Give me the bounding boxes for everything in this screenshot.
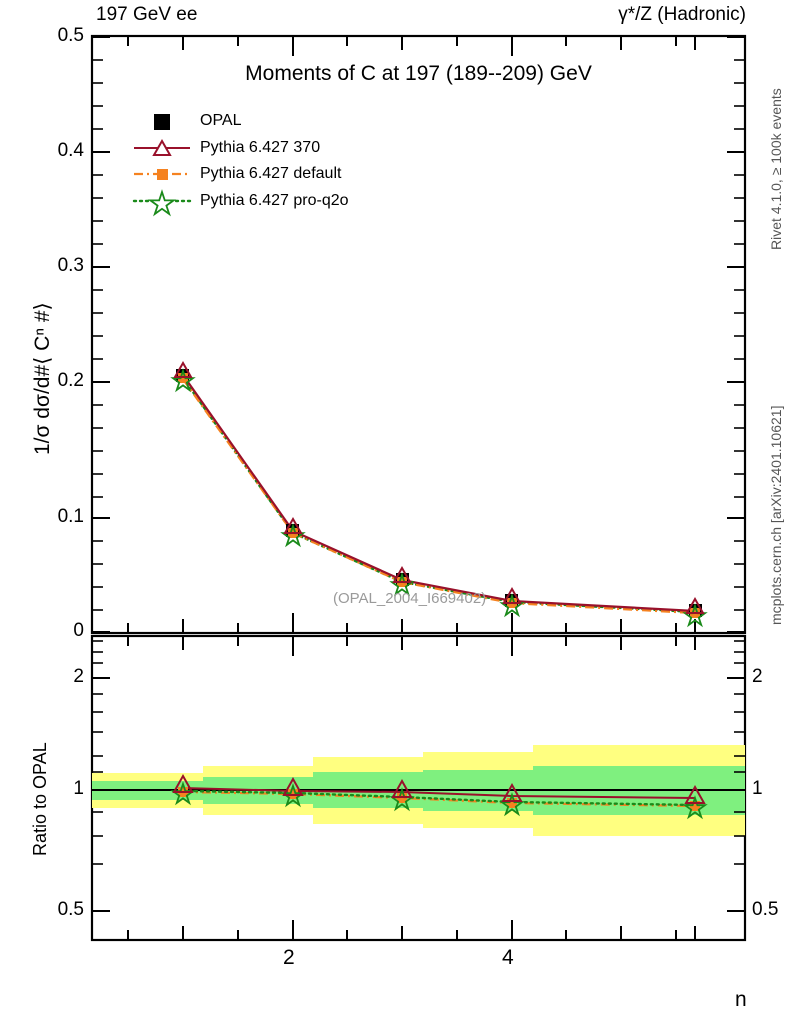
main-yaxis-title: 1/σ dσ/d#⟨ Cⁿ #⟩: [31, 302, 54, 455]
main-ytick-2: 0.3: [57, 255, 84, 276]
main-ytick-3: 0.2: [57, 370, 84, 391]
legend-label-opal[interactable]: OPAL: [200, 112, 242, 129]
side-label-rivet: Rivet 4.1.0, ≥ 100k events: [768, 88, 784, 250]
main-ytick-0: 0.5: [57, 25, 84, 46]
plot-title: Moments of C at 197 (189--209) GeV: [245, 62, 592, 85]
xtick-2: 2: [283, 946, 295, 969]
ratio-ytick-right-1: 1: [752, 778, 763, 799]
series-markers-370: [173, 360, 705, 614]
main-yaxis-right-minor-ticks: [734, 59, 745, 611]
legend-marker-370: [152, 138, 172, 156]
ratio-markers-370: [172, 773, 706, 804]
main-ytick-1: 0.4: [57, 140, 84, 161]
main-panel-frame: [90, 34, 747, 635]
main-series-group: [170, 360, 708, 628]
ratio-yaxis-title: Ratio to OPAL: [30, 742, 50, 856]
ratio-ytick-0: 2: [73, 666, 84, 687]
series-line-default: [182, 378, 696, 615]
legend-marker-opal: [154, 114, 170, 130]
main-ytick-4: 0.1: [57, 506, 84, 527]
side-label-mcplots: mcplots.cern.ch [arXiv:2401.10621]: [768, 405, 784, 625]
ratio-ytick-2: 0.5: [57, 899, 84, 920]
main-xaxis-ticks: [127, 36, 696, 633]
xaxis-title: n: [735, 988, 747, 1011]
ratio-yaxis-major-ticks: [92, 677, 110, 912]
xtick-4: 4: [502, 946, 514, 969]
legend-marker-proq2o: [147, 189, 177, 217]
legend-label-proq2o[interactable]: Pythia 6.427 pro-q2o: [200, 192, 349, 209]
series-markers-default: [178, 373, 700, 618]
main-yaxis-minor-ticks: [92, 59, 103, 611]
legend-markers: [132, 114, 192, 217]
series-markers-opal: [176, 369, 702, 617]
ratio-ytick-right-0: 2: [752, 666, 763, 687]
main-yaxis-major-ticks: [92, 36, 110, 633]
ratio-ytick-1: 1: [73, 778, 84, 799]
series-line-370: [182, 374, 696, 613]
ratio-yaxis-right-minor-ticks: [734, 640, 745, 865]
ratio-xaxis-ticks: [127, 636, 696, 940]
legend-marker-default: [157, 169, 168, 180]
ratio-yaxis-minor-ticks: [92, 640, 103, 865]
header-right-label: γ*/Z (Hadronic): [618, 4, 746, 25]
ratio-yaxis-right-major-ticks: [727, 677, 745, 912]
main-yaxis-right-major-ticks: [727, 36, 745, 633]
header-left-label: 197 GeV ee: [96, 4, 198, 25]
series-line-proq2o: [181, 376, 697, 614]
ratio-ytick-right-2: 0.5: [752, 899, 779, 920]
legend-label-370[interactable]: Pythia 6.427 370: [200, 139, 321, 156]
analysis-watermark: (OPAL_2004_I669402): [333, 590, 487, 607]
main-ytick-5: 0: [73, 620, 84, 636]
ratio-series-group: [170, 773, 708, 820]
legend-label-default[interactable]: Pythia 6.427 default: [200, 165, 342, 182]
